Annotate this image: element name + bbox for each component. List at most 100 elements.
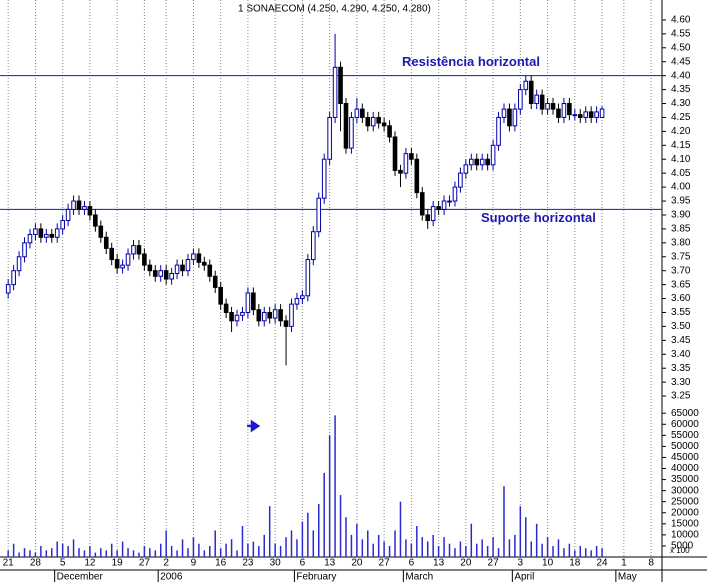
candle-body xyxy=(71,200,76,210)
month-label: February xyxy=(296,572,336,582)
y-tick-label: 3.30 xyxy=(671,377,691,388)
candle-body xyxy=(289,303,294,327)
candle-body xyxy=(381,122,387,127)
candle-body xyxy=(120,264,125,269)
candle-body xyxy=(191,253,196,261)
volume-tick-label: 30000 xyxy=(671,485,699,496)
candle-body xyxy=(163,270,169,280)
candle-body xyxy=(212,275,218,288)
candle-body xyxy=(316,197,322,233)
candle-body xyxy=(398,169,403,174)
candle-body xyxy=(82,206,87,210)
month-label: May xyxy=(618,572,637,582)
candle-body xyxy=(360,108,365,118)
y-tick-label: 3.45 xyxy=(671,335,691,346)
y-tick-label: 4.05 xyxy=(671,168,691,179)
volume-tick-label: 25000 xyxy=(671,496,699,507)
y-tick-label: 3.70 xyxy=(671,265,691,276)
volume-unit: x 100 xyxy=(670,546,690,555)
candle-body xyxy=(98,225,104,238)
y-tick-label: 3.40 xyxy=(671,349,691,360)
candle-body xyxy=(245,292,251,313)
volume-tick-label: 35000 xyxy=(671,474,699,485)
candle-body xyxy=(103,236,109,249)
volume-tick-label: 40000 xyxy=(671,463,699,474)
candle-body xyxy=(22,242,27,258)
candle-body xyxy=(11,270,16,286)
x-tick-label: 27 xyxy=(488,558,500,569)
candle-body xyxy=(158,270,164,277)
candle-body xyxy=(583,111,589,118)
x-tick-label: 5 xyxy=(60,558,66,569)
candle-body xyxy=(458,172,463,188)
candle-body xyxy=(507,108,512,127)
candle-body xyxy=(251,292,256,311)
candle-body xyxy=(518,89,523,110)
x-tick-label: 18 xyxy=(569,558,581,569)
candle-body xyxy=(185,259,191,272)
x-tick-label: 20 xyxy=(460,558,472,569)
candle-body xyxy=(343,103,349,149)
volume-tick-label: 5000 xyxy=(671,541,694,552)
y-tick-label: 4.15 xyxy=(671,140,691,151)
y-tick-label: 3.95 xyxy=(671,196,691,207)
candle-body xyxy=(485,158,490,166)
candle-body xyxy=(490,144,496,166)
x-tick-label: 8 xyxy=(648,558,654,569)
candle-body xyxy=(338,66,343,105)
month-label: 2006 xyxy=(160,572,183,582)
y-tick-label: 3.55 xyxy=(671,307,691,318)
x-tick-label: 6 xyxy=(300,558,306,569)
candle-body xyxy=(321,158,327,199)
candle-body xyxy=(403,153,409,174)
candle-body xyxy=(114,259,120,269)
y-tick-label: 3.65 xyxy=(671,279,691,290)
candle-body xyxy=(479,158,485,166)
candle-body xyxy=(218,286,223,305)
candle-body xyxy=(174,264,180,274)
candle-body xyxy=(577,114,583,118)
candle-body xyxy=(469,158,474,166)
y-tick-label: 3.85 xyxy=(671,224,691,235)
candle-body xyxy=(44,233,49,238)
x-tick-label: 2 xyxy=(163,558,169,569)
x-tick-label: 20 xyxy=(351,558,363,569)
candle-body xyxy=(441,200,447,210)
x-tick-label: 13 xyxy=(433,558,445,569)
candle-body xyxy=(310,231,316,261)
candle-body xyxy=(294,298,300,305)
candle-body xyxy=(370,116,376,127)
candle-body xyxy=(567,103,572,116)
candle-body xyxy=(534,94,539,105)
candle-body xyxy=(561,103,567,118)
y-tick-label: 3.80 xyxy=(671,237,691,248)
y-tick-label: 4.30 xyxy=(671,98,691,109)
candle-body xyxy=(38,228,44,238)
candle-body xyxy=(463,164,469,174)
candle-body xyxy=(93,214,98,227)
volume-tick-label: 55000 xyxy=(671,430,699,441)
candle-body xyxy=(447,200,452,203)
candle-body xyxy=(474,158,480,166)
candle-body xyxy=(125,253,131,266)
y-tick-label: 4.00 xyxy=(671,182,691,193)
month-label: March xyxy=(405,572,433,582)
candle-body xyxy=(76,200,82,210)
candle-body xyxy=(202,261,207,266)
y-tick-label: 3.25 xyxy=(671,391,691,402)
volume-tick-label: 20000 xyxy=(671,507,699,518)
candle-body xyxy=(392,136,398,171)
volume-tick-label: 65000 xyxy=(671,408,699,419)
candle-body xyxy=(142,253,147,266)
candle-body xyxy=(305,259,311,297)
candle-body xyxy=(65,208,71,222)
candle-body xyxy=(267,311,273,319)
candle-body xyxy=(207,264,213,277)
candle-body xyxy=(196,253,202,263)
x-tick-label: 23 xyxy=(242,558,254,569)
x-tick-label: 1 xyxy=(621,558,627,569)
candle-body xyxy=(354,108,360,118)
level-label: Suporte horizontal xyxy=(481,210,596,225)
